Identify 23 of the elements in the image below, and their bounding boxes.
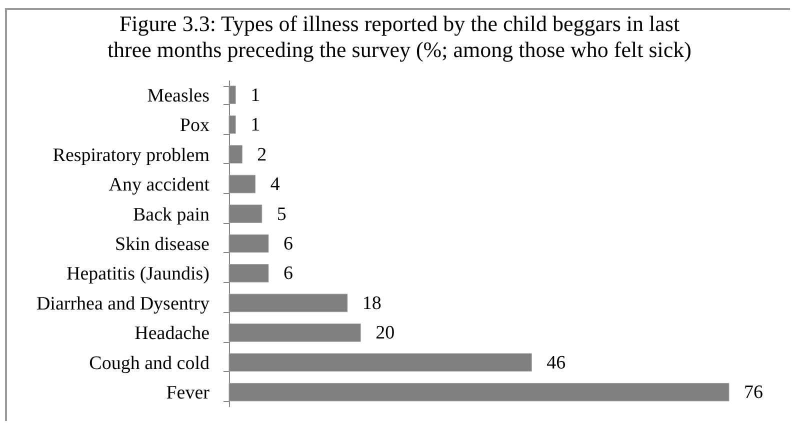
chart-title: Figure 3.3: Types of illness reported by the child beggars in last three months preceding the survey (%; among those who felt sick): [107, 11, 692, 62]
data-label: 18: [362, 292, 382, 314]
y-tick-label: Hepatitis (Jaundis): [66, 264, 210, 285]
y-tick-label: Measles: [147, 85, 210, 106]
data-label: 1: [250, 84, 260, 106]
data-label: 2: [257, 144, 267, 166]
data-label: 5: [276, 204, 286, 225]
y-tick-label: Respiratory problem: [52, 144, 210, 166]
y-tick-label: Any accident: [108, 174, 210, 196]
data-label: 6: [283, 263, 293, 284]
data-label: 76: [744, 382, 763, 404]
y-tick-label: Headache: [134, 323, 210, 344]
y-tick-label: Diarrhea and Dysentry: [36, 293, 210, 314]
data-label: 6: [283, 234, 293, 254]
data-label: 1: [250, 114, 260, 136]
y-tick-label: Back pain: [132, 204, 210, 226]
data-label: 20: [376, 322, 395, 344]
y-tick-label: Pox: [180, 115, 210, 136]
data-label: 46: [546, 352, 566, 374]
data-label: 4: [270, 174, 280, 196]
y-tick-label: Fever: [166, 382, 210, 404]
y-tick-label: Skin disease: [115, 234, 210, 255]
y-tick-label: Cough and cold: [89, 352, 210, 374]
